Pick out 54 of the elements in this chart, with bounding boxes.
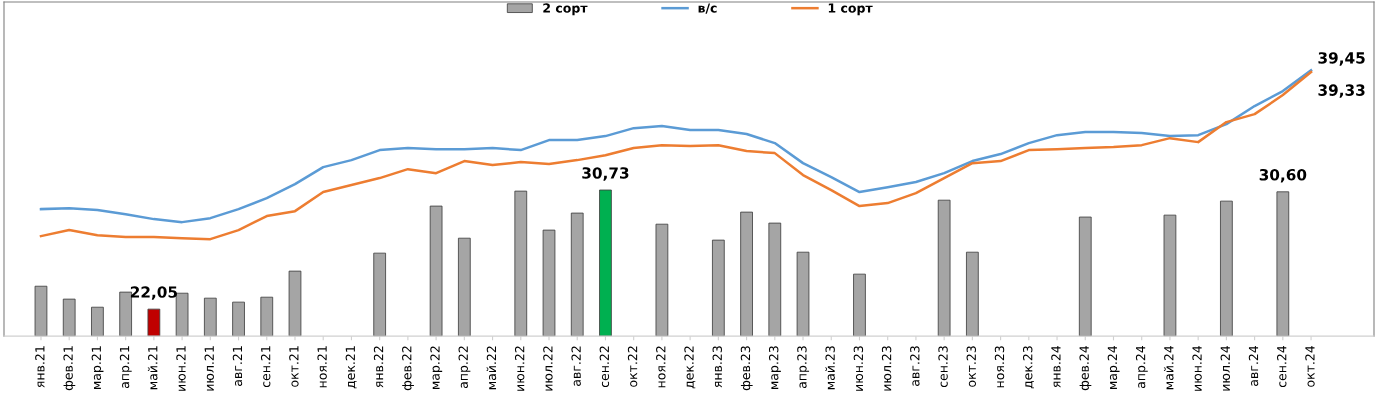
x-tick-label: май.22: [486, 346, 497, 390]
x-tick-label: сен.21: [260, 346, 271, 388]
x-tick-label: авг.24: [1248, 345, 1259, 386]
x-tick-label: дек.23: [1022, 346, 1034, 389]
x-tick-label: апр.23: [797, 346, 810, 389]
x-tick-label: дек.21: [345, 346, 357, 389]
x-tick-label: июн.21: [176, 346, 186, 391]
x-tick-label: янв.24: [1051, 345, 1061, 388]
x-tick-label: янв.22: [373, 346, 384, 388]
x-tick-label: окт.22: [627, 346, 638, 387]
x-tick-label: фев.24: [1079, 345, 1092, 391]
x-tick-label: июл.21: [204, 346, 214, 391]
x-tick-label: окт.23: [966, 346, 976, 387]
data-label: 30,73: [582, 167, 629, 181]
x-tick-label: июн.24: [1192, 345, 1202, 391]
x-tick-label: авг.21: [232, 346, 243, 386]
x-tick-label: авг.23: [910, 346, 920, 386]
x-tick-label: июл.24: [1220, 345, 1231, 391]
legend-label: 1 сорт: [828, 3, 873, 16]
x-tick-label: янв.21: [35, 346, 45, 388]
x-tick-label: мар.21: [91, 346, 104, 389]
x-tick-label: сен.24: [1277, 345, 1287, 388]
x-tick-label: янв.23: [712, 346, 722, 388]
x-tick-label: июн.23: [853, 346, 864, 391]
legend-label: 2 сорт: [543, 3, 588, 16]
data-label: 22,05: [130, 286, 177, 300]
x-tick-label: ноя.23: [994, 346, 1005, 388]
x-tick-label: сен.23: [938, 346, 948, 388]
x-tick-label: апр.21: [119, 346, 132, 389]
data-label: 30,60: [1259, 168, 1307, 183]
data-label: 39,45: [1318, 52, 1365, 66]
x-tick-label: мар.22: [430, 346, 443, 389]
x-tick-label: окт.24: [1305, 345, 1315, 387]
x-tick-label: мар.24: [1107, 345, 1120, 389]
x-tick-label: май.21: [147, 346, 158, 390]
x-tick-label: окт.21: [289, 346, 299, 387]
x-tick-label: апр.24: [1135, 345, 1148, 389]
x-tick-label: фев.23: [740, 346, 753, 391]
x-tick-label: апр.22: [458, 346, 471, 389]
x-tick-label: фев.21: [63, 346, 76, 391]
x-tick-label: дек.22: [684, 346, 696, 389]
x-tick-label: мар.23: [768, 346, 781, 389]
x-tick-label: июл.23: [881, 346, 892, 391]
legend-label: в/с: [698, 3, 717, 14]
x-tick-label: май.24: [1163, 345, 1174, 390]
x-tick-label: фев.22: [402, 346, 414, 391]
data-label: 39,33: [1318, 84, 1365, 98]
x-tick-label: сен.22: [599, 346, 610, 388]
x-tick-label: июл.22: [543, 346, 553, 391]
x-tick-label: июн.22: [514, 346, 525, 391]
x-tick-label: ноя.22: [656, 346, 666, 388]
x-tick-label: ноя.21: [317, 346, 327, 388]
x-tick-label: авг.22: [571, 346, 581, 386]
x-tick-label: май.23: [825, 346, 835, 390]
